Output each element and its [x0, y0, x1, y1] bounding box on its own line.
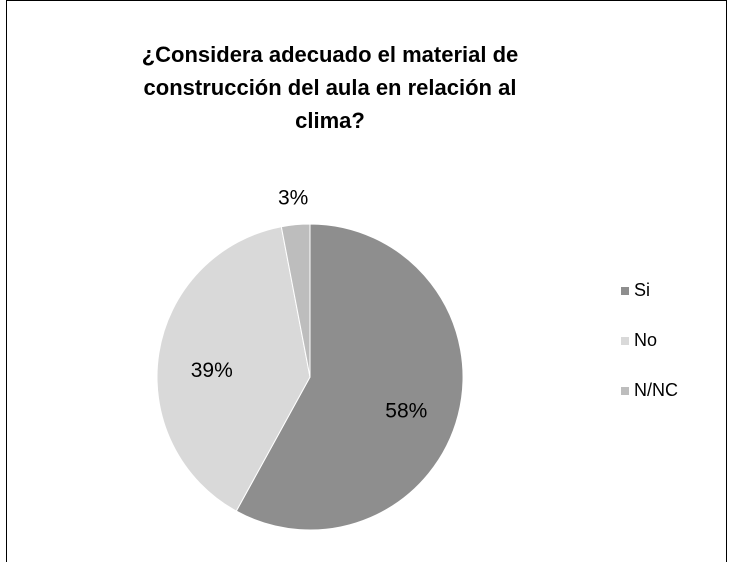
chart-border — [6, 0, 727, 562]
pie-slice — [280, 223, 311, 378]
data-label: 58% — [385, 399, 427, 422]
legend-swatch — [621, 337, 629, 345]
data-label: 3% — [278, 186, 308, 209]
legend-label: Si — [634, 280, 650, 300]
pie-slice — [156, 226, 311, 512]
pie-slice — [235, 223, 464, 531]
data-label: 39% — [191, 359, 233, 382]
chart-title: ¿Considera adecuado el material de const… — [141, 42, 519, 133]
legend-label: No — [634, 330, 657, 350]
legend-label: N/NC — [634, 380, 678, 400]
legend-swatch — [621, 287, 629, 295]
legend-swatch — [621, 387, 629, 395]
